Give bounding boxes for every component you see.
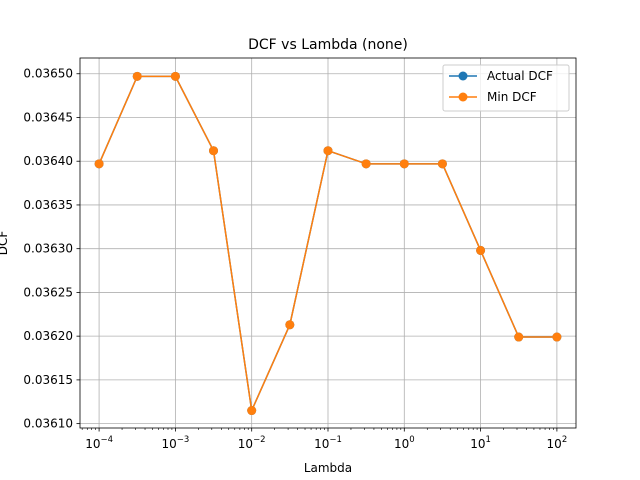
- legend-swatch-marker-min-dcf: [458, 92, 468, 102]
- chart-title: DCF vs Lambda (none): [248, 37, 408, 53]
- y-axis-label: DCF: [0, 231, 10, 256]
- legend-label-actual-dcf: Actual DCF: [487, 69, 553, 83]
- y-tick-label: 0.03615: [23, 373, 73, 387]
- data-point-min-dcf: [132, 71, 142, 81]
- x-tick-label: 101: [470, 435, 491, 451]
- legend-swatch-marker-actual-dcf: [458, 71, 468, 81]
- y-tick-label: 0.03650: [23, 67, 73, 81]
- data-point-min-dcf: [209, 146, 219, 156]
- x-tick-label-base: 10: [238, 437, 253, 451]
- x-tick-label-exponent: −4: [100, 435, 113, 445]
- data-point-min-dcf: [437, 159, 447, 169]
- data-point-min-dcf: [323, 146, 333, 156]
- data-point-min-dcf: [285, 320, 295, 330]
- x-tick-label-base: 10: [547, 437, 562, 451]
- legend-label-min-dcf: Min DCF: [487, 90, 537, 104]
- x-tick-label-base: 10: [161, 437, 176, 451]
- x-tick-label-exponent: −1: [329, 435, 342, 445]
- x-tick-label: 10−1: [314, 435, 342, 451]
- x-tick-label: 100: [394, 435, 415, 451]
- x-tick-label-base: 10: [394, 437, 409, 451]
- x-tick-label: 10−4: [85, 435, 113, 451]
- x-tick-label-exponent: 2: [562, 435, 567, 445]
- x-tick-label: 10−2: [238, 435, 266, 451]
- x-tick-label-base: 10: [85, 437, 100, 451]
- legend: Actual DCF Min DCF: [442, 64, 570, 112]
- data-point-min-dcf: [514, 332, 524, 342]
- data-point-min-dcf: [247, 406, 257, 416]
- series-min-dcf: [94, 71, 562, 416]
- y-axis-ticks: 0.03610 0.03615 0.03620 0.03625 0.03630 0.036…: [23, 67, 80, 431]
- y-tick-label: 0.03640: [23, 154, 73, 168]
- x-tick-label-exponent: −3: [177, 435, 190, 445]
- data-point-min-dcf: [170, 71, 180, 81]
- y-tick-label: 0.03610: [23, 417, 73, 431]
- x-axis-label: Lambda: [304, 461, 352, 475]
- y-tick-label: 0.03645: [23, 110, 73, 124]
- data-point-min-dcf: [476, 245, 486, 255]
- y-tick-label: 0.03620: [23, 329, 73, 343]
- series-layer: [94, 71, 562, 416]
- x-tick-label-base: 10: [470, 437, 485, 451]
- data-point-min-dcf: [552, 332, 562, 342]
- y-tick-label: 0.03625: [23, 285, 73, 299]
- data-point-min-dcf: [361, 159, 371, 169]
- x-tick-label-base: 10: [314, 437, 329, 451]
- y-tick-label: 0.03630: [23, 242, 73, 256]
- y-tick-label: 0.03635: [23, 198, 73, 212]
- x-gridlines: [98, 58, 558, 428]
- x-axis-ticks: 10−4 10−3 10−2 10−1 100 101 102: [81, 428, 568, 451]
- x-tick-label-exponent: 0: [409, 435, 414, 445]
- x-tick-label: 102: [547, 435, 568, 451]
- x-tick-label: 10−3: [161, 435, 189, 451]
- x-tick-label-exponent: 1: [486, 435, 491, 445]
- data-point-min-dcf: [94, 159, 104, 169]
- data-point-min-dcf: [399, 159, 409, 169]
- x-tick-label-exponent: −2: [253, 435, 266, 445]
